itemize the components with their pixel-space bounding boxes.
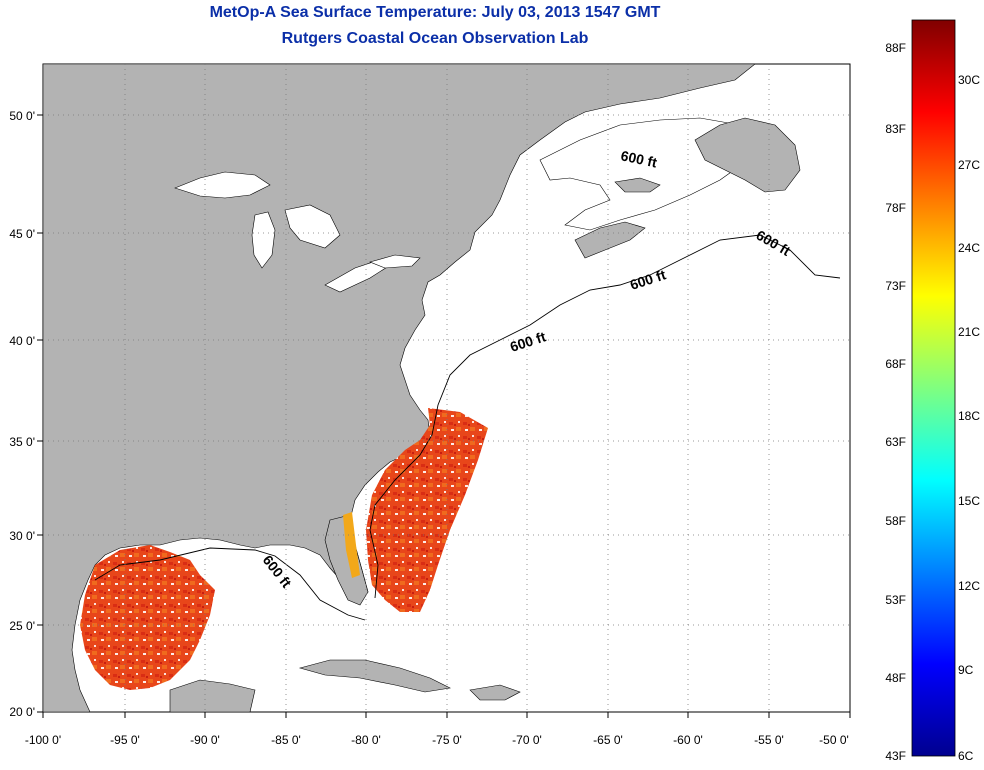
- graticule: [43, 64, 850, 712]
- land-north-america: [43, 64, 756, 712]
- x-tick-label: -100 0': [25, 733, 61, 747]
- y-tick-label: 25 0': [9, 619, 35, 633]
- x-tick-label: -85 0': [271, 733, 301, 747]
- land-yucatan: [169, 679, 256, 712]
- colorbar-f-label: 48F: [885, 671, 906, 685]
- x-tick-label: -90 0': [190, 733, 220, 747]
- colorbar-f-label: 73F: [885, 279, 906, 293]
- colorbar-f-label: 83F: [885, 122, 906, 136]
- colorbar-c-label: 15C: [958, 494, 980, 508]
- colorbar-c-label: 30C: [958, 73, 980, 87]
- colorbar-c-label: 21C: [958, 325, 980, 339]
- y-tick-label: 35 0': [9, 435, 35, 449]
- colorbar-f-label: 58F: [885, 514, 906, 528]
- x-tick-label: -65 0': [593, 733, 623, 747]
- lake-huron: [284, 204, 341, 249]
- x-tick-label: -75 0': [432, 733, 462, 747]
- colorbar-c-label: 6C: [958, 749, 974, 763]
- map-title: MetOp-A Sea Surface Temperature: July 03…: [209, 4, 661, 21]
- land-anticosti: [614, 177, 661, 193]
- colorbar-c-label: 24C: [958, 241, 980, 255]
- sst-swath-coastal: [343, 512, 360, 578]
- colorbar-c-label: 27C: [958, 158, 980, 172]
- land-newfoundland: [694, 117, 801, 193]
- lake-michigan: [251, 211, 276, 269]
- sst-swath-atlantic: [366, 408, 488, 612]
- y-tick-label: 50 0': [9, 109, 35, 123]
- x-tick-label: -55 0': [754, 733, 784, 747]
- sst-swath-gulf: [80, 545, 215, 690]
- y-tick-label: 20 0': [9, 705, 35, 719]
- map-subtitle: Rutgers Coastal Ocean Observation Lab: [281, 30, 589, 47]
- colorbar-f-label: 43F: [885, 749, 906, 763]
- colorbar-f-label: 78F: [885, 201, 906, 215]
- colorbar-f-label: 63F: [885, 435, 906, 449]
- colorbar-c-label: 12C: [958, 579, 980, 593]
- lake-superior: [174, 171, 271, 199]
- land-hispaniola: [469, 684, 521, 701]
- colorbar-c-label: 9C: [958, 663, 974, 677]
- x-tick-label: -80 0': [351, 733, 381, 747]
- y-tick-label: 45 0': [9, 227, 35, 241]
- colorbar-f-label: 68F: [885, 357, 906, 371]
- colorbar-f-label: 53F: [885, 593, 906, 607]
- x-tick-label: -70 0': [512, 733, 542, 747]
- x-tick-label: -95 0': [110, 733, 140, 747]
- x-tick-label: -50 0': [819, 733, 849, 747]
- colorbar-c-label: 18C: [958, 409, 980, 423]
- land-cuba: [298, 659, 451, 693]
- lake-ontario: [369, 254, 421, 269]
- colorbar: [911, 19, 956, 757]
- contour-label: 600 ft: [619, 147, 658, 170]
- y-tick-label: 30 0': [9, 529, 35, 543]
- colorbar-f-label: 88F: [885, 41, 906, 55]
- land-nova-scotia: [574, 221, 646, 259]
- contour-600ft: [94, 234, 841, 621]
- x-tick-label: -60 0': [673, 733, 703, 747]
- y-tick-label: 40 0': [9, 334, 35, 348]
